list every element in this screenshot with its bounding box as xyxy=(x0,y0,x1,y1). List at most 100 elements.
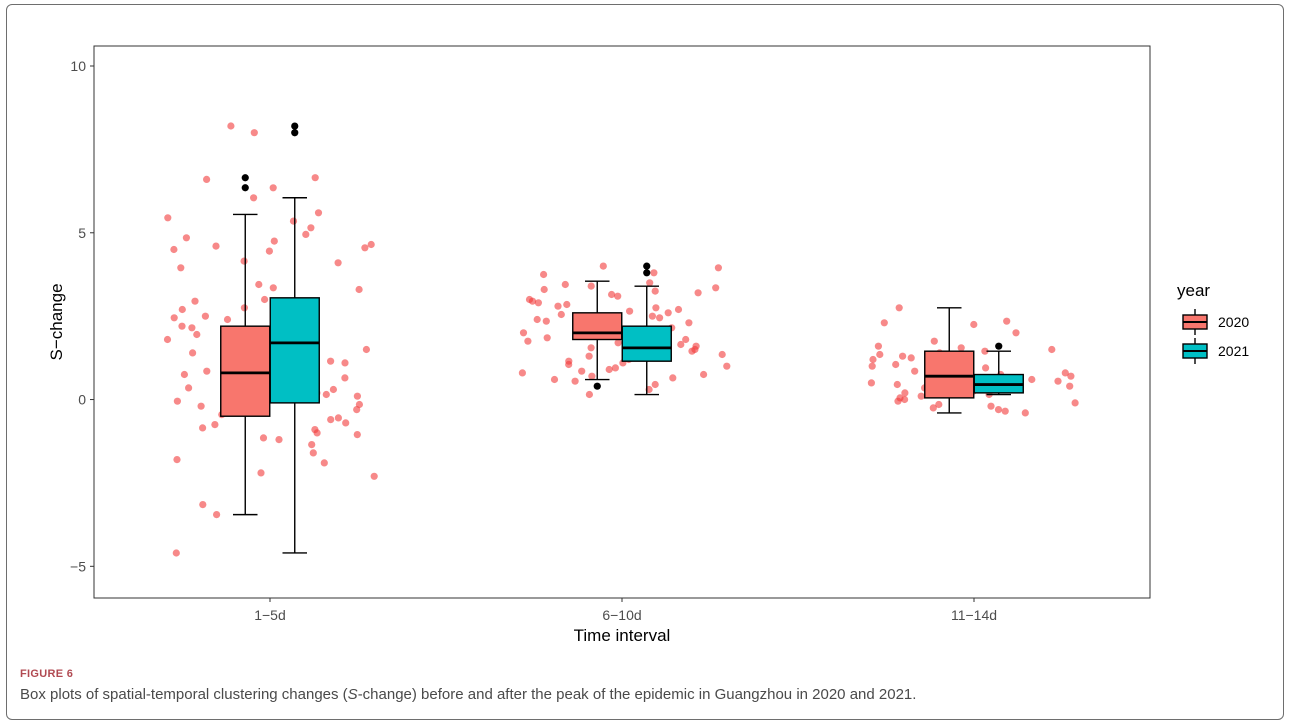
box-2021-1 xyxy=(269,297,320,404)
jitter-point xyxy=(611,364,620,372)
legend-title: year xyxy=(1177,281,1210,300)
jitter-point xyxy=(1066,382,1074,390)
jitter-point xyxy=(329,385,337,394)
jitter-point xyxy=(688,347,696,355)
legend-label-2021: 2021 xyxy=(1218,343,1249,359)
jitter-point xyxy=(565,360,573,369)
jitter-point xyxy=(626,307,634,315)
jitter-point xyxy=(957,344,965,352)
caption-prefix: Box plots of spatial-temporal clustering… xyxy=(20,686,348,703)
jitter-point xyxy=(987,402,995,410)
jitter-point xyxy=(911,367,919,375)
jitter-point xyxy=(259,434,268,442)
jitter-point xyxy=(669,374,677,382)
jitter-point xyxy=(307,224,315,232)
jitter-point xyxy=(227,122,235,130)
jitter-point xyxy=(970,320,978,329)
jitter-point xyxy=(240,304,248,312)
jitter-point xyxy=(876,350,884,359)
jitter-point xyxy=(554,302,562,310)
jitter-point xyxy=(170,314,178,322)
outlier-point xyxy=(643,269,651,277)
y-axis-title: S−change xyxy=(47,283,66,360)
jitter-point xyxy=(355,285,363,294)
jitter-point xyxy=(212,242,220,250)
jitter-point xyxy=(714,264,723,272)
jitter-point xyxy=(322,390,330,399)
jitter-point xyxy=(320,459,328,467)
jitter-point xyxy=(588,372,596,380)
figure-label: FIGURE 6 xyxy=(20,668,74,680)
jitter-point xyxy=(648,312,657,320)
jitter-point xyxy=(608,290,616,299)
jitter-point xyxy=(694,289,702,297)
jitter-point xyxy=(275,436,283,444)
jitter-point xyxy=(308,441,316,449)
jitter-point xyxy=(651,380,659,389)
jitter-point xyxy=(585,390,594,399)
jitter-point xyxy=(180,370,188,379)
jitter-point xyxy=(211,421,219,429)
jitter-point xyxy=(1048,345,1056,354)
jitter-point xyxy=(614,292,622,300)
jitter-point xyxy=(173,397,181,405)
jitter-point xyxy=(571,377,579,385)
jitter-point xyxy=(935,400,943,409)
jitter-point xyxy=(353,431,361,439)
jitter-point xyxy=(164,214,172,222)
jitter-point xyxy=(1054,377,1062,385)
jitter-point xyxy=(172,549,180,557)
jitter-point xyxy=(557,310,565,319)
jitter-point xyxy=(929,404,937,412)
jitter-point xyxy=(289,217,298,225)
jitter-point xyxy=(203,175,211,183)
jitter-point xyxy=(185,384,193,392)
box-2021-2 xyxy=(621,325,672,362)
jitter-point xyxy=(257,469,265,477)
outlier-point xyxy=(291,129,299,137)
jitter-point xyxy=(334,414,342,422)
jitter-point xyxy=(892,360,900,369)
figure-caption: Box plots of spatial-temporal clustering… xyxy=(20,686,916,703)
jitter-point xyxy=(213,510,221,519)
jitter-point xyxy=(587,282,595,290)
jitter-point xyxy=(367,240,375,249)
jitter-point xyxy=(240,257,248,265)
jitter-point xyxy=(1061,369,1069,377)
jitter-point xyxy=(994,406,1003,414)
jitter-point xyxy=(370,472,378,480)
jitter-point xyxy=(543,334,551,342)
jitter-point xyxy=(917,392,925,400)
box-2020-1 xyxy=(220,325,271,417)
outlier-point xyxy=(593,382,601,390)
jitter-point xyxy=(302,230,310,238)
jitter-point xyxy=(868,362,876,370)
jitter-point xyxy=(177,264,185,272)
jitter-point xyxy=(895,304,903,312)
jitter-point xyxy=(605,365,613,374)
jitter-point xyxy=(578,367,586,375)
y-tick-label: −5 xyxy=(70,558,86,574)
outlier-point xyxy=(241,174,249,182)
jitter-point xyxy=(1071,399,1079,407)
caption-suffix: -change) before and after the peak of th… xyxy=(357,686,917,703)
jitter-point xyxy=(518,369,527,377)
jitter-point xyxy=(334,259,342,267)
jitter-point xyxy=(682,335,690,344)
jitter-point xyxy=(899,352,907,360)
jitter-point xyxy=(533,315,541,324)
jitter-point xyxy=(700,370,708,379)
jitter-point xyxy=(270,237,278,245)
jitter-point xyxy=(311,174,319,182)
legend-label-2020: 2020 xyxy=(1218,314,1249,330)
jitter-point xyxy=(309,449,317,457)
jitter-point xyxy=(674,305,683,314)
jitter-point xyxy=(1028,375,1036,384)
box-2020-2 xyxy=(572,312,623,341)
jitter-point xyxy=(313,429,321,437)
jitter-point xyxy=(250,194,258,202)
jitter-point xyxy=(362,345,370,354)
jitter-point xyxy=(534,299,543,307)
jitter-point xyxy=(540,285,548,294)
